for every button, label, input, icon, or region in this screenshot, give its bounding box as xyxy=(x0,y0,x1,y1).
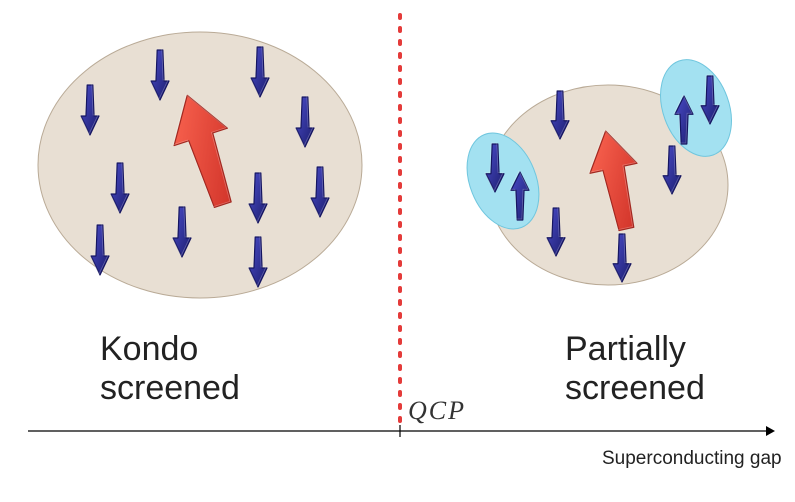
right-label: Partiallyscreened xyxy=(565,330,705,408)
axis-label: Superconducting gap xyxy=(602,448,782,470)
left-label: Kondoscreened xyxy=(100,330,240,408)
diagram-canvas: Kondoscreened Partiallyscreened QCP Supe… xyxy=(0,0,795,502)
qcp-label: QCP xyxy=(408,396,466,426)
svg-layer xyxy=(0,0,795,502)
